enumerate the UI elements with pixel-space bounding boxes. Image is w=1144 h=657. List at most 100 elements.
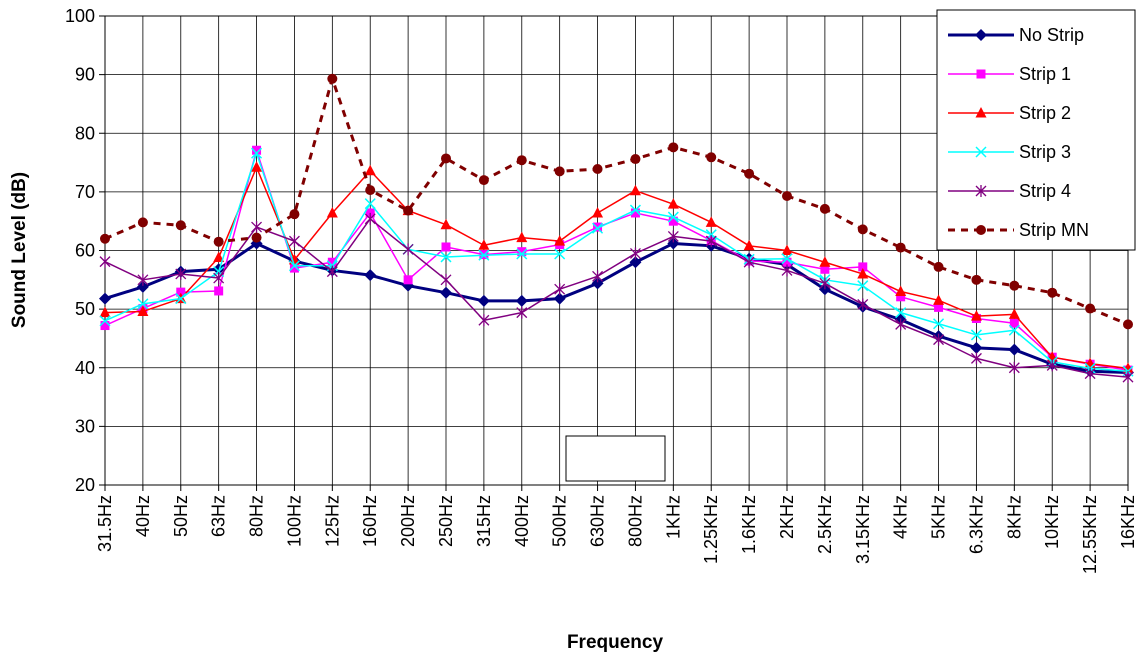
marker-stroke — [781, 253, 793, 265]
x-tick-label: 3.15KHz — [853, 495, 873, 564]
y-tick-label: 50 — [75, 299, 95, 319]
x-axis-title: Frequency — [567, 632, 664, 653]
data-point-strip-mn — [630, 154, 641, 165]
data-point-strip-mn — [478, 175, 489, 186]
x-tick-label: 630Hz — [588, 495, 608, 547]
empty-text-box — [565, 435, 666, 482]
data-point-strip-1 — [630, 208, 640, 218]
data-point-strip-mn — [403, 205, 414, 216]
data-point-strip-4 — [781, 264, 793, 277]
data-point-strip-1 — [896, 292, 906, 302]
x-tick-label: 31.5Hz — [95, 495, 115, 552]
data-point-strip-2 — [743, 239, 755, 251]
series-no-strip — [99, 237, 1134, 379]
data-point-strip-mn — [706, 152, 717, 163]
data-point-strip-mn — [365, 185, 376, 196]
x-tick-label: 2.5KHz — [815, 495, 835, 554]
data-point-strip-3 — [251, 147, 263, 159]
data-point-strip-2 — [440, 218, 452, 230]
data-point-strip-4 — [592, 270, 604, 283]
data-point-strip-mn — [782, 190, 792, 201]
legend-marker — [975, 185, 987, 197]
marker-stroke — [970, 329, 982, 341]
data-point-strip-4 — [667, 230, 679, 243]
data-point-no-strip — [1008, 343, 1021, 356]
y-tick-label: 80 — [75, 123, 95, 143]
x-tick-label: 63Hz — [209, 495, 229, 537]
data-point-strip-3 — [629, 204, 641, 216]
marker-stroke — [364, 198, 376, 210]
legend-label: Strip 3 — [1019, 142, 1071, 162]
data-point-strip-1 — [1009, 318, 1019, 328]
legend-marker — [976, 225, 986, 235]
x-tick-label: 8KHz — [1004, 495, 1024, 539]
data-point-strip-2 — [99, 306, 111, 318]
x-tick-label: 315Hz — [474, 495, 494, 547]
data-point-strip-mn — [327, 73, 338, 84]
y-axis: 20 30 40 50 60 70 80 90 100 — [65, 6, 105, 495]
data-point-strip-mn — [175, 220, 186, 231]
data-point-strip-2 — [933, 294, 945, 305]
data-point-strip-mn — [100, 233, 110, 244]
marker-stroke — [478, 249, 490, 261]
data-point-strip-2 — [705, 216, 717, 227]
x-tick-label: 125Hz — [322, 495, 342, 547]
data-point-strip-mn — [516, 155, 527, 166]
data-point-strip-1 — [100, 321, 110, 331]
marker-stroke — [175, 293, 187, 305]
y-tick-label: 20 — [75, 475, 95, 495]
legend-marker — [975, 146, 987, 158]
data-point-strip-3 — [478, 249, 490, 261]
data-point-strip-4 — [137, 273, 149, 286]
data-point-strip-3 — [364, 198, 376, 210]
legend-entry-strip-1: Strip 1 — [948, 64, 1071, 84]
x-tick-label: 4KHz — [891, 495, 911, 539]
x-tick-label: 200Hz — [398, 495, 418, 547]
legend-label: Strip 2 — [1019, 103, 1071, 123]
data-point-strip-mn — [592, 164, 603, 175]
y-tick-label: 60 — [75, 241, 95, 261]
data-point-strip-1 — [176, 287, 186, 297]
marker-stroke — [99, 315, 111, 327]
data-point-no-strip — [99, 292, 111, 305]
legend-entry-strip-2: Strip 2 — [948, 103, 1071, 123]
data-point-strip-mn — [251, 232, 262, 243]
marker-stroke — [1008, 324, 1020, 336]
data-point-strip-3 — [895, 307, 907, 319]
data-point-strip-1 — [934, 302, 944, 312]
data-point-strip-mn — [819, 203, 830, 214]
data-point-strip-3 — [781, 253, 793, 265]
data-point-strip-3 — [857, 280, 869, 292]
data-point-strip-1 — [820, 264, 830, 274]
data-point-strip-1 — [517, 247, 527, 257]
legend-label: No Strip — [1019, 25, 1084, 45]
data-point-strip-mn — [857, 224, 868, 235]
series-line-strip-4 — [104, 218, 1129, 378]
data-point-strip-1 — [441, 242, 451, 252]
series-layer — [99, 73, 1134, 384]
x-tick-label: 50Hz — [171, 495, 191, 537]
legend: No Strip Strip 1 Strip 2 Strip 3 Strip 4 Stri… — [936, 9, 1136, 251]
series-line-no-strip — [104, 241, 1129, 374]
x-tick-label: 800Hz — [625, 495, 645, 547]
marker-stroke — [975, 146, 987, 158]
legend-marker — [976, 69, 986, 79]
data-point-strip-2 — [857, 267, 869, 279]
x-tick-label: 160Hz — [360, 495, 380, 547]
data-point-strip-2 — [326, 206, 338, 218]
data-point-strip-1 — [403, 275, 413, 285]
x-axis: 31.5Hz 40Hz 50Hz 63Hz 80Hz 100Hz 125Hz 160Hz 200… — [95, 485, 1138, 574]
data-point-strip-mn — [137, 217, 148, 228]
data-point-strip-4 — [213, 272, 225, 285]
data-point-strip-4 — [478, 314, 490, 327]
legend-label: Strip 4 — [1019, 181, 1071, 201]
y-tick-label: 70 — [75, 182, 95, 202]
data-point-strip-mn — [213, 236, 224, 247]
data-point-strip-4 — [440, 273, 452, 286]
data-point-strip-2 — [1122, 362, 1134, 373]
marker-stroke — [440, 251, 452, 263]
data-point-strip-4 — [175, 267, 187, 280]
data-point-no-strip — [970, 341, 983, 354]
data-point-no-strip — [591, 277, 604, 290]
